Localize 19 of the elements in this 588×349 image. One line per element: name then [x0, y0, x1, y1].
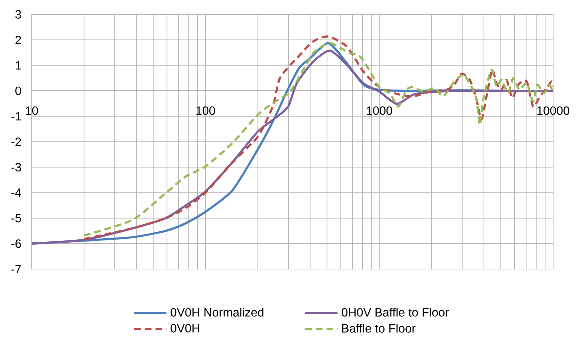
legend-label: Baffle to Floor	[342, 324, 416, 333]
x-tick-label: 100	[196, 106, 216, 115]
y-tick-label: -2	[12, 138, 22, 146]
legend-label: 0V0H	[170, 324, 200, 333]
legend-label: 0V0H Normalized	[170, 308, 264, 317]
y-tick-label: -6	[12, 239, 22, 248]
legend-label: 0H0V Baffle to Floor	[342, 308, 450, 317]
y-tick-label: -3	[12, 163, 22, 172]
y-tick-label: 0	[16, 86, 22, 96]
y-tick-label: 1	[16, 61, 22, 70]
x-tick-label: 1000	[367, 106, 392, 115]
y-tick-label: -4	[12, 188, 22, 197]
y-tick-label: -1	[12, 112, 22, 121]
y-tick-label: 3	[16, 10, 22, 19]
x-tick-label: 10000	[538, 106, 570, 115]
y-tick-label: 2	[16, 36, 22, 44]
y-tick-label: -7	[12, 265, 22, 274]
y-tick-label: -5	[12, 214, 22, 222]
x-tick-label: 10	[26, 106, 38, 115]
